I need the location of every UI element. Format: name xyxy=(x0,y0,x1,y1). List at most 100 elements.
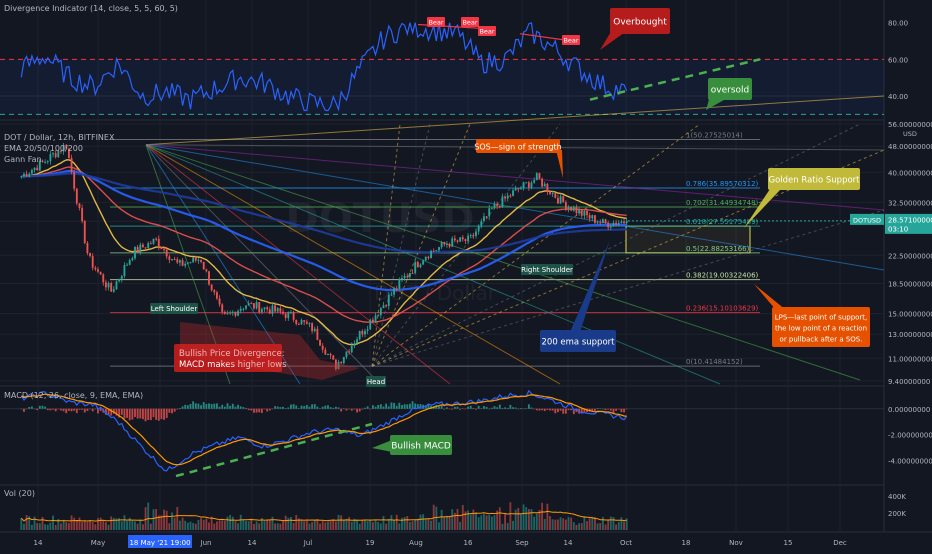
volume-bar xyxy=(337,514,340,530)
price-legend-gann[interactable]: Gann Fan xyxy=(4,155,42,164)
volume-bar xyxy=(192,522,195,530)
volume-bar xyxy=(123,515,126,530)
candle-body xyxy=(348,351,351,353)
macd-histogram-bar xyxy=(414,403,417,409)
macd-histogram-bar xyxy=(496,407,499,409)
candle-body xyxy=(223,311,226,314)
macd-histogram-bar xyxy=(89,408,91,410)
candle-body xyxy=(173,259,176,261)
time-axis-label: Sep xyxy=(515,539,529,547)
macd-histogram-bar xyxy=(173,408,176,412)
macd-histogram-bar xyxy=(168,408,171,413)
last-price-symbol-tag xyxy=(850,213,884,225)
sos-callout-text: SOS—sign of strength xyxy=(474,143,561,152)
candle-body xyxy=(395,288,398,290)
candle-body xyxy=(609,226,612,228)
macd-histogram-bar xyxy=(33,408,36,410)
volume-bar xyxy=(173,517,176,530)
volume-bar xyxy=(342,519,345,530)
macd-histogram-bar xyxy=(493,406,496,409)
time-axis-label: Oct xyxy=(620,539,632,547)
macd-histogram-bar xyxy=(469,405,472,409)
macd-histogram-bar xyxy=(123,408,126,419)
volume-legend[interactable]: Vol (20) xyxy=(4,489,35,498)
macd-histogram-bar xyxy=(192,401,195,409)
macd-axis-tick: -4.00000000 xyxy=(888,458,932,466)
bullish-macd-callout-text: Bullish MACD xyxy=(391,442,451,452)
candle-body xyxy=(112,289,115,292)
volume-bar xyxy=(126,521,128,530)
volume-bar xyxy=(522,504,525,530)
candle-body xyxy=(406,275,409,277)
macd-histogram-bar xyxy=(197,403,200,409)
volume-bar xyxy=(366,521,369,530)
time-axis-label: Jul xyxy=(303,539,313,547)
macd-histogram-bar xyxy=(234,406,237,409)
macd-histogram-bar xyxy=(213,403,216,409)
macd-histogram-bar xyxy=(44,406,47,409)
candle-body xyxy=(81,207,84,222)
volume-bar xyxy=(403,516,406,530)
macd-legend[interactable]: MACD (12, 26, close, 9, EMA, EMA) xyxy=(4,391,144,400)
macd-histogram-bar xyxy=(514,407,517,409)
volume-bar xyxy=(567,517,570,530)
candle-body xyxy=(453,238,456,241)
candle-body xyxy=(361,331,364,335)
volume-bar xyxy=(73,517,76,530)
volume-bar xyxy=(38,523,41,530)
volume-bar xyxy=(274,523,277,530)
volume-bar xyxy=(200,518,203,530)
candle-body xyxy=(110,283,113,292)
candle-body xyxy=(438,247,440,251)
macd-histogram-bar xyxy=(202,402,205,409)
macd-histogram-bar xyxy=(171,408,173,414)
price-legend-ema[interactable]: EMA 20/50/100/200 xyxy=(4,144,83,153)
ema-100-line xyxy=(21,169,627,292)
volume-bar xyxy=(176,506,179,530)
macd-histogram-bar xyxy=(239,406,242,409)
volume-bar xyxy=(46,524,49,530)
bear-label-box xyxy=(478,26,496,36)
fib-level-label: 0.786(35.89570312) xyxy=(686,180,759,188)
macd-histogram-bar xyxy=(448,408,451,410)
price-legend-symbol[interactable]: DOT / Dollar, 12h, BITFINEX xyxy=(4,133,115,142)
macd-histogram-bar xyxy=(83,408,86,413)
rsi-legend[interactable]: Divergence Indicator (14, close, 5, 5, 6… xyxy=(4,4,178,13)
sos-pointer xyxy=(556,150,563,178)
candle-body xyxy=(104,282,107,288)
candle-body xyxy=(60,150,62,152)
macd-histogram-bar xyxy=(134,408,136,417)
candle-body xyxy=(213,290,216,293)
macd-histogram-bar xyxy=(512,407,514,409)
volume-bar xyxy=(549,516,551,530)
bear-label-text: Bear xyxy=(462,19,477,27)
macd-histogram-bar xyxy=(194,403,197,409)
candle-body xyxy=(192,257,195,263)
golden-ratio-callout-box xyxy=(768,168,860,190)
right-shoulder-label: Right Shoulder xyxy=(521,266,573,274)
gann-fan-line xyxy=(145,95,885,146)
overbought-callout-text: Overbought xyxy=(613,18,667,28)
macd-histogram-bar xyxy=(575,408,578,413)
volume-bar xyxy=(223,520,226,530)
time-axis-label: 18 xyxy=(682,539,691,547)
candle-body xyxy=(260,309,263,313)
price-axis-tick: 18.50000000 xyxy=(888,280,932,288)
macd-histogram-bar xyxy=(290,404,292,409)
candle-body xyxy=(258,302,261,313)
macd-histogram-bar xyxy=(427,403,430,409)
volume-bar xyxy=(65,522,68,530)
macd-histogram-bar xyxy=(625,408,628,410)
volume-bar xyxy=(179,520,181,530)
macd-histogram-bar xyxy=(472,408,475,409)
volume-bar xyxy=(445,515,448,530)
macd-panel xyxy=(0,389,884,478)
candle-body xyxy=(575,207,578,214)
volume-bar xyxy=(99,517,102,530)
macd-histogram-bar xyxy=(551,408,554,411)
price-axis-tick: 11.00000000 xyxy=(888,355,932,363)
candle-body xyxy=(319,339,321,346)
candle-body xyxy=(422,260,425,265)
